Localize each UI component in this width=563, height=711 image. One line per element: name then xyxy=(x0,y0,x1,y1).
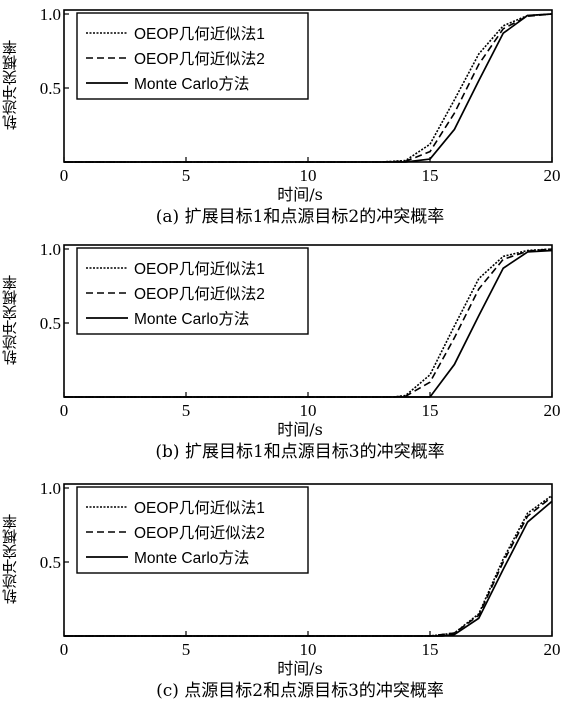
y-tick: 0.5 xyxy=(40,79,69,98)
legend-entry: Monte Carlo方法 xyxy=(134,75,249,93)
series-line xyxy=(64,13,553,163)
x-tick-label: 5 xyxy=(182,166,191,185)
y-tick-label: 1.0 xyxy=(40,479,61,498)
chart-caption: (c) 点源目标2和点源目标3的冲突概率 xyxy=(156,681,444,701)
line-chart-c: 0 5 10 15 20 0.5 1.0 OEOP几何近似法1 OEOP几何近似法2 Monte … xyxy=(40,479,561,659)
x-tick-label: 15 xyxy=(422,640,439,659)
line-chart-a: 0 5 10 15 20 0.5 1.0 OEOP几何近似法1 OEOP几何近似法2 Monte … xyxy=(40,5,561,185)
x-tick-label: 15 xyxy=(422,401,439,420)
series-line xyxy=(64,500,553,637)
chart-panel-a: 轨迹冲突概率 0 5 10 15 20 0.5 1.0 OEOP几何近似法1 OEOP几何近似法… xyxy=(0,0,563,237)
x-tick-label: 20 xyxy=(544,640,561,659)
y-tick-label: 0.5 xyxy=(40,553,61,572)
y-tick-label: 0.5 xyxy=(40,314,61,333)
x-tick-label: 5 xyxy=(182,640,191,659)
y-tick: 1.0 xyxy=(40,5,69,24)
x-tick-label: 0 xyxy=(60,640,69,659)
x-tick-label: 15 xyxy=(422,166,439,185)
legend-entry: OEOP几何近似法2 xyxy=(134,50,265,68)
x-tick: 20 xyxy=(544,392,561,420)
series-line xyxy=(64,249,553,398)
x-tick-label: 0 xyxy=(60,166,69,185)
x-tick: 20 xyxy=(544,157,561,185)
x-tick-label: 5 xyxy=(182,401,191,420)
y-tick: 0.5 xyxy=(40,314,69,333)
y-tick-label: 0.5 xyxy=(40,79,61,98)
y-tick: 1.0 xyxy=(40,479,69,498)
x-axis-label: 时间/s xyxy=(277,420,323,439)
y-tick: 1.0 xyxy=(40,240,69,259)
legend-entry: OEOP几何近似法2 xyxy=(134,524,265,542)
legend-box xyxy=(76,12,309,100)
legend-entry: OEOP几何近似法1 xyxy=(134,260,265,278)
y-tick-label: 1.0 xyxy=(40,240,61,259)
legend-entry: OEOP几何近似法2 xyxy=(134,285,265,303)
x-axis-label: 时间/s xyxy=(277,185,323,204)
legend: OEOP几何近似法1 OEOP几何近似法2 Monte Carlo方法 xyxy=(76,12,309,100)
legend-box xyxy=(76,247,309,335)
x-axis-label: 时间/s xyxy=(277,659,323,678)
legend-entry: Monte Carlo方法 xyxy=(134,549,249,567)
y-tick: 0.5 xyxy=(40,553,69,572)
x-tick: 20 xyxy=(544,631,561,659)
series-line xyxy=(64,13,553,163)
chart-panel-b: 轨迹冲突概率 0 5 10 15 20 0.5 1.0 OEOP几何近似法1 OEOP几何近似法… xyxy=(0,235,563,472)
legend-entry: OEOP几何近似法1 xyxy=(134,499,265,517)
line-chart-b: 0 5 10 15 20 0.5 1.0 OEOP几何近似法1 OEOP几何近似法2 Monte … xyxy=(40,240,561,420)
legend: OEOP几何近似法1 OEOP几何近似法2 Monte Carlo方法 xyxy=(76,247,309,335)
y-tick-label: 1.0 xyxy=(40,5,61,24)
legend-entry: OEOP几何近似法1 xyxy=(134,25,265,43)
chart-caption: (a) 扩展目标1和点源目标2的冲突概率 xyxy=(155,207,445,227)
x-tick-label: 10 xyxy=(300,640,317,659)
x-tick-label: 20 xyxy=(544,401,561,420)
x-tick-label: 20 xyxy=(544,166,561,185)
chart-caption: (b) 扩展目标1和点源目标3的冲突概率 xyxy=(155,442,445,462)
x-tick-label: 10 xyxy=(300,401,317,420)
legend-box xyxy=(76,486,309,574)
legend: OEOP几何近似法1 OEOP几何近似法2 Monte Carlo方法 xyxy=(76,486,309,574)
chart-panel-c: 轨迹冲突概率 0 5 10 15 20 0.5 1.0 OEOP几何近似法1 OEOP几何近似法… xyxy=(0,474,563,711)
x-tick-label: 0 xyxy=(60,401,69,420)
x-tick-label: 10 xyxy=(300,166,317,185)
legend-entry: Monte Carlo方法 xyxy=(134,310,249,328)
